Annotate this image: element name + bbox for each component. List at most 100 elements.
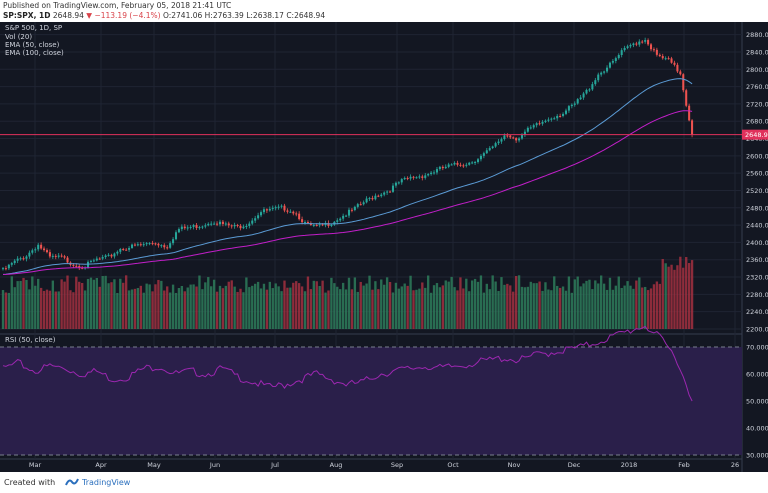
candle-body [89,260,92,262]
candle-body [474,162,477,164]
volume-bar [550,290,553,329]
candle-body [224,223,227,225]
candle-body [503,135,506,140]
candle-body [57,255,60,257]
volume-bar [142,292,145,329]
price-tick-label: 2200.00 [746,326,768,334]
candle-body [518,138,521,141]
volume-bar [573,279,576,329]
volume-bar [594,280,597,329]
candle-body [617,55,620,59]
candle-body [532,125,535,128]
volume-bar [116,292,119,329]
volume-bar [66,275,69,329]
price-tick-label: 2520.00 [746,187,768,195]
time-tick-label: Oct [447,461,459,469]
candle-body [122,249,125,251]
volume-bar [136,288,140,329]
candle-body [183,226,186,229]
volume-bar [356,291,359,329]
candle-body [647,40,650,45]
volume-bar [218,285,222,329]
volume-bar [92,279,96,329]
volume-bar [110,282,113,329]
candle-body [7,264,10,269]
volume-bar [415,289,418,329]
candle-body [573,103,576,105]
candle-body [207,223,210,226]
candle-body [160,245,163,247]
volume-bar [171,284,175,329]
volume-bar [371,289,374,329]
candle-body [488,148,491,151]
candle-body [641,41,644,43]
candle-body [254,218,257,221]
price-change: −113.19 (−4.1%) [94,11,161,20]
volume-bar [353,277,357,329]
volume-bar [418,288,421,329]
volume-bar [556,285,559,329]
volume-bar [391,292,395,329]
candle-body [424,175,427,178]
volume-bar [274,283,277,329]
volume-bar [154,284,157,329]
candle-body [298,213,301,220]
volume-bar [503,284,506,329]
candle-body [644,40,647,42]
time-tick-label: Dec [568,461,581,469]
candle-body [529,127,532,129]
last-price: 2648.94 [52,11,84,20]
legend-rsi: RSI (50, close) [5,336,56,344]
volume-bar [186,287,189,329]
volume-bar [253,283,257,329]
candle-body [37,244,40,250]
volume-bar [168,292,172,329]
price-tick-label: 2240.00 [746,308,768,316]
candle-body [312,224,315,226]
candle-body [670,58,673,63]
volume-bar [406,285,409,329]
legend-ema50: EMA (50, close) [5,41,60,49]
tradingview-brand[interactable]: TradingView [82,478,131,487]
volume-bar [127,290,131,329]
candle-body [248,223,251,227]
volume-bar [124,275,128,329]
time-tick-label: Apr [95,461,107,469]
candle-body [649,44,653,50]
candle-body [133,244,136,246]
candle-body [333,221,336,225]
candle-body [210,223,213,225]
chart-area[interactable]: 2200.00 2240.00 2280.00 2320.00 2360.00 2400.… [0,22,768,472]
time-tick-label: Sep [391,461,403,469]
candle-body [34,249,37,251]
volume-bar [646,290,650,329]
candle-body [638,41,641,45]
candle-body [104,255,107,258]
candle-body [409,176,412,179]
candle-body [541,121,544,124]
candle-body [415,177,418,179]
volume-bar [397,288,401,329]
volume-bar [620,287,623,329]
volume-bar [344,289,348,329]
candle-body [169,243,172,248]
candle-body [550,118,553,120]
chart-svg[interactable]: 2200.00 2240.00 2280.00 2320.00 2360.00 2400.… [0,22,768,472]
candle-body [28,252,31,257]
candle-body [688,105,691,121]
candle-body [151,243,154,245]
volume-bar [210,286,213,329]
candle-body [113,253,116,257]
price-tick-label: 2280.00 [746,291,768,299]
volume-bar [682,267,685,329]
volume-bar [582,283,585,329]
volume-bar [585,280,588,329]
volume-bar [25,279,28,329]
volume-bar [661,259,664,329]
candles-layer [1,37,694,271]
volume-bar [438,287,442,329]
volume-bar [383,284,386,329]
candle-body [380,194,383,197]
created-with-text: Created with [4,478,56,487]
price-tick-label: 2480.00 [746,204,768,212]
